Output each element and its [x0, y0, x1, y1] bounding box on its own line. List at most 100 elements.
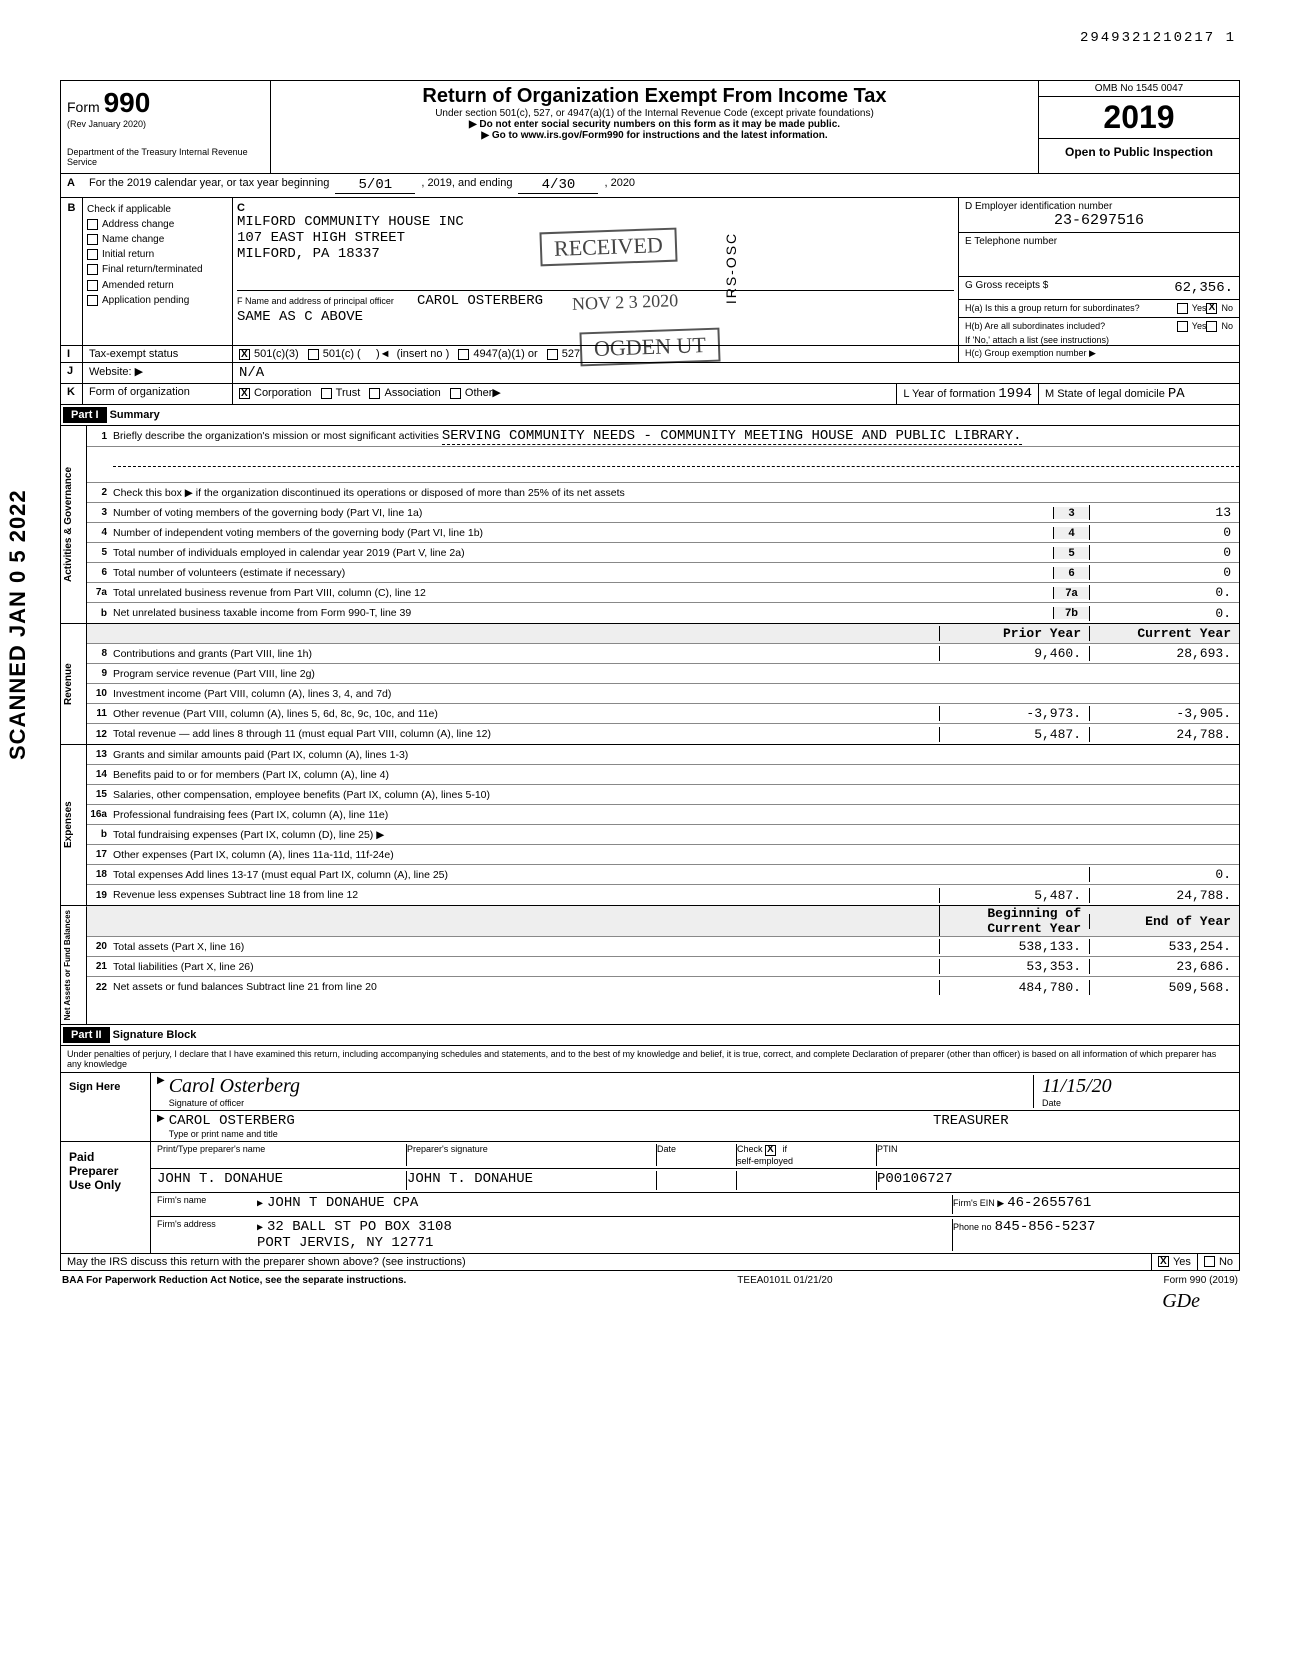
line4-val: 0 [1089, 525, 1239, 540]
line4-box: 4 [1053, 527, 1089, 539]
form-label: Form [67, 99, 100, 115]
form-dept: Department of the Treasury Internal Reve… [67, 147, 264, 167]
scanned-stamp: SCANNED JAN 0 5 2022 [5, 489, 31, 760]
label-j: J [61, 363, 83, 383]
line20-curr: 533,254. [1089, 939, 1239, 954]
chk-other[interactable] [450, 388, 461, 399]
label-k: K [61, 384, 83, 404]
lbl-address-change: Address change [102, 219, 174, 230]
line19-text: Revenue less expenses Subtract line 18 f… [113, 887, 939, 903]
chk-assoc[interactable] [369, 388, 380, 399]
check-if-applicable: Check if applicable [87, 202, 228, 217]
firm-addr2: PORT JERVIS, NY 12771 [257, 1235, 433, 1251]
line16a-text: Professional fundraising fees (Part IX, … [113, 807, 939, 823]
paid-preparer-label: Paid Preparer Use Only [61, 1142, 151, 1252]
firm-name: JOHN T DONAHUE CPA [257, 1195, 953, 1214]
chk-501c3[interactable] [239, 349, 250, 360]
line7a-text: Total unrelated business revenue from Pa… [113, 585, 1053, 601]
line4-text: Number of independent voting members of … [113, 525, 1053, 541]
exp-label: Expenses [61, 745, 87, 905]
gross-receipts: 62,356. [1174, 280, 1233, 296]
website-value[interactable]: N/A [233, 363, 1239, 383]
lbl-527: 527 [562, 348, 580, 360]
chk-final-return[interactable] [87, 264, 98, 275]
tax-year: 2019 [1039, 97, 1239, 139]
officer-name: CAROL OSTERBERG [417, 293, 543, 309]
org-name: MILFORD COMMUNITY HOUSE INC [237, 214, 954, 230]
line11-prior: -3,973. [939, 706, 1089, 721]
part2-title: Signature Block [113, 1029, 197, 1041]
hb-yes-lbl: Yes [1192, 321, 1207, 332]
chk-trust[interactable] [321, 388, 332, 399]
form-header: Form 990 (Rev January 2020) Department o… [60, 80, 1240, 174]
check-label: Check [737, 1144, 763, 1154]
row-a-endyear: , 2020 [604, 177, 635, 194]
chk-amended-return[interactable] [87, 280, 98, 291]
officer-signature[interactable]: Carol Osterberg [169, 1075, 300, 1097]
prep-name-hdr: Print/Type preparer's name [157, 1144, 407, 1165]
chk-501c[interactable] [308, 349, 319, 360]
org-street: 107 EAST HIGH STREET [237, 230, 954, 246]
ha-no[interactable] [1206, 303, 1217, 314]
chk-address-change[interactable] [87, 219, 98, 230]
ein-label: Firm's EIN ▶ [953, 1198, 1004, 1208]
chk-4947[interactable] [458, 349, 469, 360]
chk-name-change[interactable] [87, 234, 98, 245]
website-label: Website: ▶ [83, 363, 233, 383]
block-d-label: D Employer identification number [965, 201, 1233, 212]
footer-code: TEEA0101L 01/21/20 [737, 1275, 832, 1286]
state-domicile-label: M State of legal domicile [1045, 388, 1165, 400]
line5-box: 5 [1053, 547, 1089, 559]
line7b-text: Net unrelated business taxable income fr… [113, 605, 1053, 621]
ha-yes[interactable] [1177, 303, 1188, 314]
end-year-hdr: End of Year [1089, 914, 1239, 929]
officer-title: TREASURER [933, 1113, 1233, 1139]
lbl-corp: Corporation [254, 387, 311, 399]
footer-baa: BAA For Paperwork Reduction Act Notice, … [62, 1275, 406, 1286]
chk-initial-return[interactable] [87, 249, 98, 260]
lbl-501c: 501(c) ( [323, 348, 361, 360]
begin-year-hdr: Beginning of Current Year [939, 906, 1089, 936]
lbl-trust: Trust [336, 387, 361, 399]
line17-text: Other expenses (Part IX, column (A), lin… [113, 847, 939, 863]
hb-no[interactable] [1206, 321, 1217, 332]
type-name-label: Type or print name and title [169, 1129, 933, 1139]
officer-addr: SAME AS C ABOVE [237, 309, 954, 325]
line20-prior: 538,133. [939, 939, 1089, 954]
line3-val: 13 [1089, 505, 1239, 520]
line5-text: Total number of individuals employed in … [113, 545, 1053, 561]
line14-text: Benefits paid to or for members (Part IX… [113, 767, 939, 783]
tax-year-end[interactable]: 4/30 [518, 177, 598, 194]
line7a-val: 0. [1089, 585, 1239, 600]
phone-label: Phone no [953, 1222, 992, 1232]
tax-year-begin[interactable]: 5/01 [335, 177, 415, 194]
block-f-label: F Name and address of principal officer [237, 296, 394, 306]
line19-curr: 24,788. [1089, 888, 1239, 903]
chk-application-pending[interactable] [87, 295, 98, 306]
lbl-name-change: Name change [102, 234, 164, 245]
preparer-name: JOHN T. DONAHUE [157, 1171, 407, 1190]
lbl-other: Other▶ [465, 387, 501, 399]
lbl-4947: 4947(a)(1) or [473, 348, 537, 360]
line13-text: Grants and similar amounts paid (Part IX… [113, 747, 939, 763]
part1-title: Summary [110, 409, 160, 421]
year-formation: 1994 [998, 386, 1032, 402]
lbl-501c3: 501(c)(3) [254, 348, 299, 360]
chk-corp[interactable] [239, 388, 250, 399]
hb-yes[interactable] [1177, 321, 1188, 332]
line3-box: 3 [1053, 507, 1089, 519]
discuss-yes[interactable] [1158, 1256, 1169, 1267]
line19-prior: 5,487. [939, 888, 1089, 903]
chk-527[interactable] [547, 349, 558, 360]
footer-form: Form 990 (2019) [1164, 1275, 1238, 1286]
ha-yes-lbl: Yes [1192, 303, 1207, 314]
mission-text[interactable]: SERVING COMMUNITY NEEDS - COMMUNITY MEET… [442, 428, 1022, 445]
line7a-box: 7a [1053, 587, 1089, 599]
discuss-no[interactable] [1204, 1256, 1215, 1267]
line1-label: Briefly describe the organization's miss… [113, 430, 439, 442]
year-formation-label: L Year of formation [903, 388, 995, 400]
gov-label: Activities & Governance [61, 426, 87, 623]
title-sub2: ▶ Do not enter social security numbers o… [275, 119, 1034, 130]
line11-curr: -3,905. [1089, 706, 1239, 721]
chk-self-employed[interactable] [765, 1145, 776, 1156]
